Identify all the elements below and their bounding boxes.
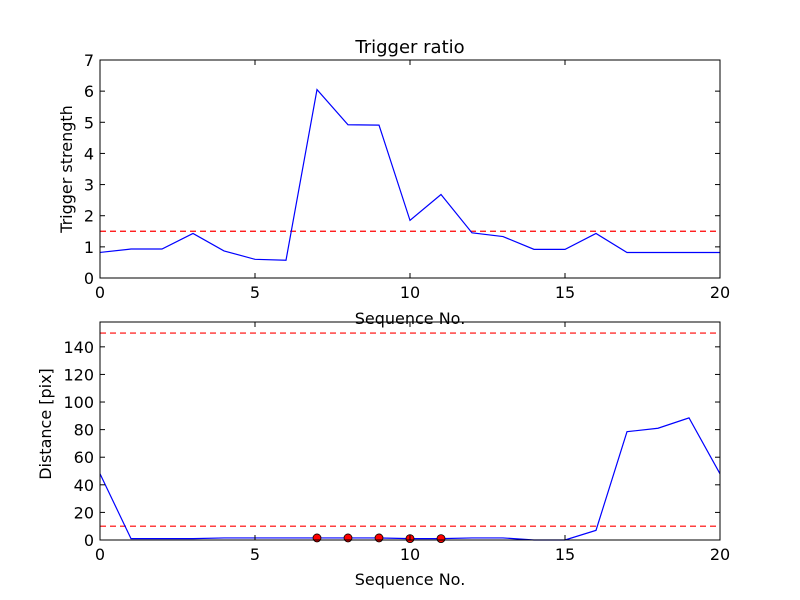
top-panel: Trigger ratio 0 5 10 15 20 0 1 2 3 4 5 6 7 Sequence …	[57, 37, 730, 328]
top-x-tick-label: 5	[250, 283, 260, 302]
bottom-y-tick-label: 0	[84, 531, 94, 550]
bottom-x-axis-label: Sequence No.	[355, 570, 466, 589]
bottom-plot-area	[99, 332, 721, 544]
top-y-axis-label: Trigger strength	[57, 105, 76, 234]
top-x-tick-label: 0	[95, 283, 105, 302]
bottom-y-tick-label: 20	[74, 503, 94, 522]
bottom-y-tick-label: 140	[63, 338, 94, 357]
top-plot-area	[99, 88, 720, 261]
bottom-plot-frame	[99, 321, 721, 541]
top-y-tick-label: 6	[84, 82, 94, 101]
top-y-tick-label: 0	[84, 269, 94, 288]
top-x-tick-label: 20	[710, 283, 730, 302]
bottom-y-tick-label: 80	[74, 421, 94, 440]
top-x-tick-label: 10	[400, 283, 420, 302]
bottom-y-tick-label: 60	[74, 448, 94, 467]
bottom-x-tick-label: 5	[250, 545, 260, 564]
bottom-x-tick-label: 0	[95, 545, 105, 564]
top-ticks: 0 5 10 15 20 0 1 2 3 4 5 6 7	[84, 51, 730, 302]
bottom-y-tick-label: 40	[74, 476, 94, 495]
bottom-x-tick-label: 15	[555, 545, 575, 564]
top-x-axis-label: Sequence No.	[355, 309, 466, 328]
bottom-x-tick-label: 20	[710, 545, 730, 564]
bottom-marker-point	[343, 533, 353, 543]
top-y-tick-label: 7	[84, 51, 94, 70]
top-y-tick-label: 3	[84, 176, 94, 195]
top-y-tick-label: 2	[84, 207, 94, 226]
top-chart-title: Trigger ratio	[354, 37, 464, 58]
top-y-tick-label: 4	[84, 144, 94, 163]
bottom-marker-point	[374, 533, 384, 543]
bottom-y-axis-label: Distance [pix]	[36, 368, 55, 480]
bottom-marker-point	[312, 533, 322, 543]
top-x-tick-label: 15	[555, 283, 575, 302]
bottom-marker-point	[436, 534, 446, 544]
bottom-series-line	[99, 417, 721, 541]
top-y-tick-label: 1	[84, 238, 94, 257]
bottom-ticks: 0 5 10 15 20 0 20 40 60 80 100 120 140	[63, 322, 730, 564]
bottom-x-tick-label: 10	[400, 545, 420, 564]
top-series-line	[99, 88, 720, 261]
top-y-tick-label: 5	[84, 113, 94, 132]
top-plot-frame	[99, 59, 721, 279]
bottom-y-tick-label: 120	[63, 365, 94, 384]
bottom-y-tick-label: 100	[63, 393, 94, 412]
